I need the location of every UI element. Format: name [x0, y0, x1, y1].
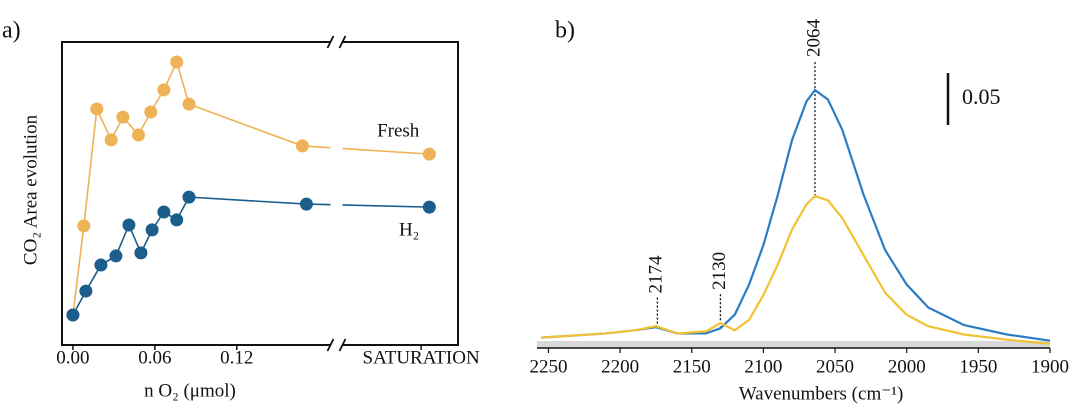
marker [182, 190, 196, 204]
y-axis-label: CO₂ Area evolution [20, 114, 41, 265]
x-tick-label: 2150 [673, 356, 711, 377]
x-tick-label: 0.00 [56, 347, 89, 368]
marker [422, 200, 436, 214]
marker [144, 105, 158, 119]
series-label: Fresh [377, 120, 420, 141]
peak-label: 2130 [709, 252, 730, 290]
x-tick-label: SATURATION [363, 347, 480, 368]
marker [182, 97, 196, 111]
marker [157, 205, 171, 219]
x-tick-label: 0.12 [220, 347, 253, 368]
marker [104, 133, 118, 147]
marker [90, 102, 104, 116]
x-tick-label: 2250 [529, 356, 567, 377]
axis-break-mark [326, 338, 335, 352]
x-axis-label: Wavenumbers (cm⁻¹) [739, 383, 904, 404]
spectrum-line [541, 88, 1051, 342]
axis-break-mark [338, 35, 347, 49]
marker [170, 55, 184, 69]
panel-label: a) [2, 18, 21, 44]
panel-label: b) [555, 18, 575, 44]
marker [157, 83, 171, 97]
x-tick-label: 2100 [744, 356, 782, 377]
marker [122, 218, 136, 232]
plot-frame [61, 41, 459, 346]
x-tick-label: 2200 [601, 356, 639, 377]
peak-label: 2174 [646, 255, 667, 294]
x-tick-label: 2000 [888, 356, 926, 377]
marker [109, 249, 123, 263]
series-label: H₂ [399, 219, 419, 240]
marker [170, 213, 184, 227]
series-line [72, 59, 430, 316]
marker [422, 147, 436, 161]
marker [79, 284, 93, 298]
marker [77, 219, 91, 233]
baseline-band [537, 341, 1050, 348]
marker [145, 223, 159, 237]
axis-break-mark [338, 338, 347, 352]
marker [116, 110, 130, 124]
axis-break-gap [330, 39, 343, 348]
marker [134, 246, 148, 260]
spectrum-line [541, 194, 1051, 345]
x-tick-label: 1950 [959, 356, 997, 377]
series-line [72, 196, 430, 316]
x-axis-label: n O₂ (μmol) [144, 380, 236, 401]
marker [66, 308, 80, 322]
marker [299, 197, 313, 211]
scale-bar-label: 0.05 [962, 84, 1001, 109]
x-tick-label: 2050 [816, 356, 854, 377]
marker [94, 258, 108, 272]
marker [131, 128, 145, 142]
x-tick-label: 1900 [1031, 356, 1069, 377]
x-tick-label: 0.06 [138, 347, 171, 368]
peak-label: 2064 [803, 18, 824, 57]
marker [295, 139, 309, 153]
axis-break-mark [326, 35, 335, 49]
